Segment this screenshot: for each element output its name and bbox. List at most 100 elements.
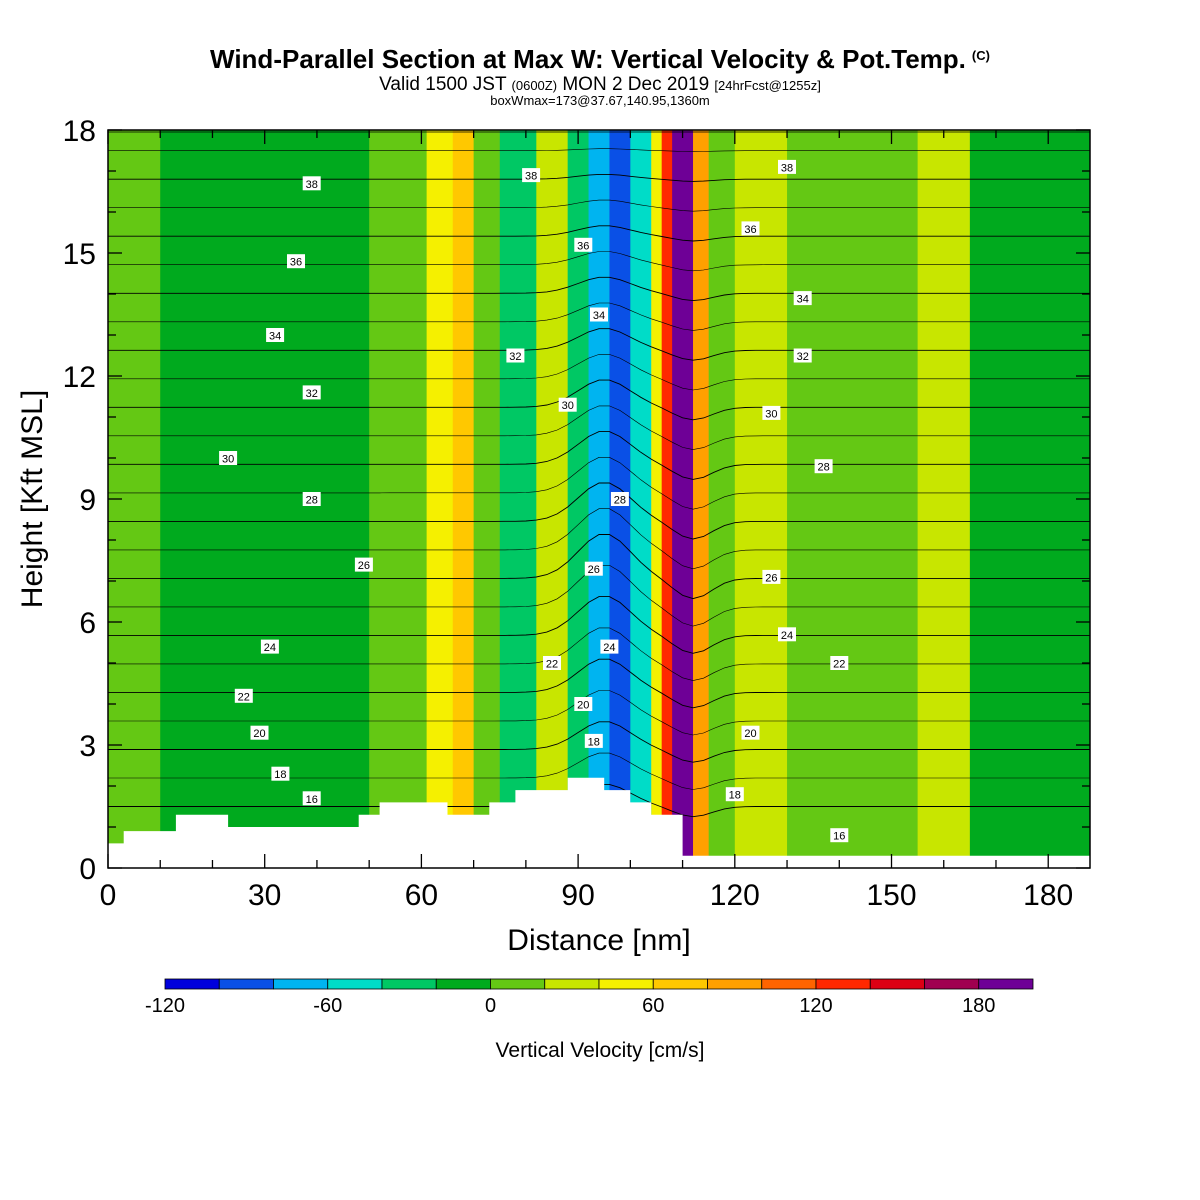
colorbar-swatch <box>598 978 654 990</box>
colorbar-tick-label: 0 <box>485 995 496 1017</box>
theta-label: 30 <box>762 405 781 420</box>
theta-label: 34 <box>266 328 285 343</box>
theta-label: 16 <box>302 791 321 806</box>
theta-label-text: 24 <box>603 642 615 654</box>
theta-label-box <box>610 492 629 506</box>
field-band <box>452 130 475 868</box>
theta-label-text: 34 <box>593 310 605 322</box>
theta-label-text: 20 <box>577 700 589 712</box>
colorbar-tick-label: 120 <box>799 995 832 1017</box>
theta-label: 38 <box>522 168 541 183</box>
theta-label-box <box>543 656 561 670</box>
copyright-mark: (C) <box>971 48 990 63</box>
theta-label-box <box>271 766 290 781</box>
theta-label: 26 <box>354 557 373 572</box>
theta-label: 20 <box>574 697 593 712</box>
theta-contour-line <box>108 627 1090 681</box>
theta-label-box <box>558 397 577 412</box>
theta-label-box <box>506 348 525 363</box>
theta-contour-line <box>108 405 1090 450</box>
theta-label: 38 <box>302 176 321 191</box>
theta-label-box <box>778 627 796 642</box>
x-tick-label: 150 <box>866 879 916 912</box>
theta-label: 20 <box>250 725 269 740</box>
field-band <box>160 130 370 868</box>
field-band <box>499 130 537 868</box>
theta-label-text: 36 <box>290 257 302 269</box>
field-band <box>536 130 569 868</box>
colorbar-swatch <box>761 978 817 990</box>
theta-label: 24 <box>600 639 619 654</box>
theta-label: 18 <box>584 733 603 748</box>
theta-label: 36 <box>287 254 305 269</box>
field-band <box>693 130 710 868</box>
theta-label-text: 32 <box>797 351 809 363</box>
theta-label-box <box>600 639 619 654</box>
y-tick-label: 12 <box>63 361 96 394</box>
theta-label: 18 <box>271 766 290 781</box>
theta-contour-line <box>108 482 1090 540</box>
colorbar-swatch <box>327 978 383 990</box>
theta-contour-line <box>108 225 1090 242</box>
theta-contour-line <box>108 457 1090 510</box>
theta-label: 36 <box>741 221 760 236</box>
field-band <box>473 130 501 868</box>
theta-label: 30 <box>219 451 238 466</box>
field-band <box>630 130 652 868</box>
field-band <box>651 130 663 868</box>
theta-contours <box>108 131 1090 818</box>
theta-label-box <box>590 307 608 322</box>
y-tick-label: 9 <box>79 484 96 517</box>
theta-contour-line <box>108 690 1090 736</box>
theta-label: 20 <box>741 725 760 740</box>
chart-title: Wind-Parallel Section at Max W: Vertical… <box>0 44 1200 75</box>
colorbar-tick-label: 180 <box>962 995 995 1017</box>
theta-label-box <box>762 405 781 420</box>
theta-label-text: 18 <box>274 769 286 781</box>
contour-labels: 16 16 18 18 18 20 20 20 22 22 22 24 24 24 26 26 26 28 28 28… <box>219 159 849 843</box>
theta-label-box <box>522 168 541 183</box>
theta-label-text: 18 <box>588 736 600 748</box>
colorbar: -120 -60 0 60 120 180 Vertical Velocity [cm/s] <box>145 978 1034 1062</box>
theta-label: 24 <box>260 639 279 654</box>
theta-label: 22 <box>234 688 253 703</box>
theta-label-text: 26 <box>358 560 370 572</box>
y-axis-label: Height [Kft MSL] <box>16 390 49 608</box>
theta-label-box <box>830 656 849 670</box>
theta-label-text: 16 <box>833 831 845 843</box>
colorbar-tick-label: -60 <box>313 995 342 1017</box>
theta-label: 30 <box>558 397 577 412</box>
theta-label-text: 24 <box>781 630 793 642</box>
colorbar-swatch <box>924 978 980 990</box>
theta-label-box <box>793 348 812 363</box>
theta-contour-line <box>108 431 1090 480</box>
theta-label-box <box>584 561 603 576</box>
theta-contour-line <box>108 148 1090 152</box>
theta-label-box <box>574 697 593 711</box>
theta-label-text: 26 <box>765 572 777 584</box>
theta-label-box <box>250 725 269 740</box>
x-tick-label: 0 <box>100 879 117 912</box>
valid-date: MON 2 Dec 2019 <box>562 74 710 95</box>
theta-label-box <box>830 828 849 843</box>
theta-contour-line <box>108 354 1090 391</box>
valid-prefix: Valid 1500 JST <box>379 74 507 95</box>
theta-label-text: 18 <box>729 790 741 802</box>
theta-label-box <box>302 791 321 806</box>
colorbar-tick-label: -120 <box>145 995 185 1017</box>
x-tick-label: 30 <box>248 879 281 912</box>
theta-label-box <box>302 492 321 506</box>
y-tick-label: 0 <box>79 853 96 886</box>
theta-label: 16 <box>830 828 849 843</box>
valid-utc: (0600Z) <box>511 78 558 93</box>
x-tick-label: 120 <box>710 879 760 912</box>
colorbar-swatch <box>273 978 329 990</box>
title-text: Wind-Parallel Section at Max W: Vertical… <box>210 44 966 74</box>
theta-label: 24 <box>778 627 796 642</box>
theta-contour-line <box>108 199 1090 212</box>
colorbar-tick-label: 60 <box>642 995 664 1017</box>
y-tick-label: 6 <box>79 607 96 640</box>
theta-label-text: 24 <box>264 642 276 654</box>
box-info: boxWmax=173@37.67,140.95,1360m <box>490 93 710 108</box>
